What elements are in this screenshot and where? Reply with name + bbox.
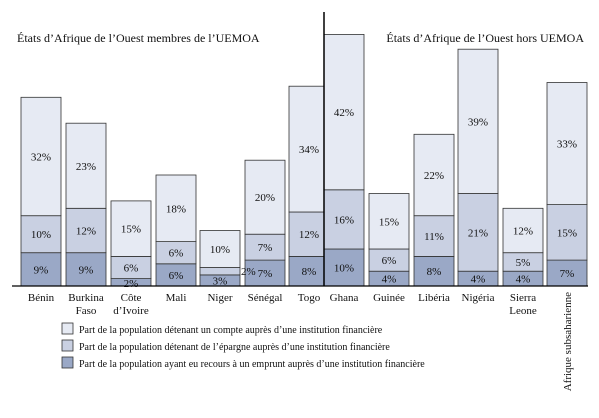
legend-swatch-s2 bbox=[61, 322, 74, 335]
bar-segment-benin-s2 bbox=[20, 96, 62, 217]
bar-segment-ghana-s2 bbox=[323, 34, 365, 191]
legend-label-s2: Part de la population détenant un compte… bbox=[79, 325, 383, 336]
data-label-benin-s0: 9% bbox=[34, 264, 49, 276]
category-label-afrique-subsaharienne: Afrique subsaharienne bbox=[562, 292, 574, 391]
data-label-benin-s2: 32% bbox=[31, 152, 51, 164]
data-label-mali-s0: 6% bbox=[169, 270, 184, 282]
data-label-nigeria-s1: 21% bbox=[468, 227, 488, 239]
group-title-uemoa: États d’Afrique de l’Ouest membres de l’… bbox=[17, 31, 260, 45]
bar-segment-burkina-faso-s2 bbox=[65, 122, 107, 209]
bar-segment-ghana-s1 bbox=[323, 189, 365, 250]
bar-segment-guinee-s2 bbox=[368, 193, 410, 250]
category-label-sierra-leone-line2: Leone bbox=[509, 305, 537, 317]
data-label-sierra-leone-s2: 12% bbox=[513, 226, 533, 238]
legend-swatch-s0 bbox=[61, 356, 74, 369]
category-label-benin: Bénin bbox=[28, 292, 55, 304]
bar-segment-afrique-subsaharienne-s0 bbox=[546, 259, 588, 287]
data-label-togo-s0: 8% bbox=[302, 266, 317, 278]
bar-segment-ghana-s0 bbox=[323, 248, 365, 287]
data-label-afrique-subsaharienne-s0: 7% bbox=[560, 268, 575, 280]
bar-segment-nigeria-s1 bbox=[457, 193, 499, 272]
bar-segment-benin-s1 bbox=[20, 215, 62, 254]
data-label-guinee-s2: 15% bbox=[379, 216, 399, 228]
bar-segment-sierra-leone-s2 bbox=[502, 207, 544, 254]
data-label-nigeria-s0: 4% bbox=[471, 274, 486, 286]
data-label-senegal-s2: 20% bbox=[255, 192, 275, 204]
data-label-burkina-faso-s2: 23% bbox=[76, 161, 96, 173]
data-label-togo-s2: 34% bbox=[299, 144, 319, 156]
category-label-cote-d-ivoire-line2: d’Ivoire bbox=[113, 305, 149, 317]
data-label-burkina-faso-s0: 9% bbox=[79, 264, 94, 276]
bar-segment-liberia-s2 bbox=[413, 133, 455, 217]
data-label-cote-d-ivoire-s0: 2% bbox=[124, 278, 139, 290]
bar-segment-afrique-subsaharienne-s2 bbox=[546, 82, 588, 205]
data-label-liberia-s1: 11% bbox=[424, 231, 444, 243]
data-label-togo-s1: 12% bbox=[299, 229, 319, 241]
data-label-ghana-s2: 42% bbox=[334, 107, 354, 119]
data-label-sierra-leone-s1: 5% bbox=[516, 257, 531, 269]
data-label-ghana-s1: 16% bbox=[334, 214, 354, 226]
bar-segment-senegal-s0 bbox=[244, 259, 286, 287]
data-label-niger-s0: 3% bbox=[213, 275, 228, 287]
bar-segment-senegal-s1 bbox=[244, 233, 286, 261]
bar-segment-afrique-subsaharienne-s1 bbox=[546, 204, 588, 261]
data-label-guinee-s0: 4% bbox=[382, 274, 397, 286]
category-label-togo: Togo bbox=[298, 292, 321, 304]
legend: Part de la population détenant un compte… bbox=[61, 322, 425, 370]
data-label-nigeria-s2: 39% bbox=[468, 116, 488, 128]
group-title-hors-uemoa: États d’Afrique de l’Ouest hors UEMOA bbox=[386, 31, 584, 45]
bar-segment-nigeria-s2 bbox=[457, 48, 499, 194]
category-label-burkina-faso: Burkina bbox=[68, 292, 104, 304]
bar-segment-niger-s2 bbox=[199, 230, 241, 268]
data-label-afrique-subsaharienne-s2: 33% bbox=[557, 139, 577, 151]
bar-segment-burkina-faso-s1 bbox=[65, 207, 107, 254]
data-label-guinee-s1: 6% bbox=[382, 255, 397, 267]
data-label-mali-s2: 18% bbox=[166, 203, 186, 215]
category-label-mali: Mali bbox=[166, 292, 187, 304]
category-label-guinee: Guinée bbox=[373, 292, 405, 304]
data-label-liberia-s2: 22% bbox=[424, 170, 444, 182]
data-label-burkina-faso-s1: 12% bbox=[76, 226, 96, 238]
category-label-senegal: Sénégal bbox=[248, 292, 283, 304]
data-label-sierra-leone-s0: 4% bbox=[516, 274, 531, 286]
data-label-senegal-s0: 7% bbox=[258, 268, 273, 280]
category-label-cote-d-ivoire: Côte bbox=[121, 292, 142, 304]
data-label-mali-s1: 6% bbox=[169, 248, 184, 260]
legend-label-s1: Part de la population détenant de l’épar… bbox=[79, 342, 390, 353]
bars-layer bbox=[20, 34, 588, 287]
legend-label-s0: Part de la population ayant eu recours à… bbox=[79, 359, 425, 370]
legend-swatch-s1 bbox=[61, 339, 74, 352]
category-label-sierra-leone: Sierra bbox=[510, 292, 536, 304]
bar-segment-senegal-s2 bbox=[244, 159, 286, 235]
category-label-niger: Niger bbox=[207, 292, 232, 304]
category-label-liberia: Libéria bbox=[418, 292, 450, 304]
data-label-senegal-s1: 7% bbox=[258, 242, 273, 254]
bar-segment-togo-s2 bbox=[288, 85, 330, 213]
bar-segment-cote-d-ivoire-s2 bbox=[110, 200, 152, 257]
data-label-cote-d-ivoire-s1: 6% bbox=[124, 263, 139, 275]
bar-segment-benin-s0 bbox=[20, 252, 62, 287]
category-label-nigeria: Nigéria bbox=[462, 292, 495, 304]
data-label-cote-d-ivoire-s2: 15% bbox=[121, 224, 141, 236]
data-label-ghana-s0: 10% bbox=[334, 263, 354, 275]
data-label-afrique-subsaharienne-s1: 15% bbox=[557, 227, 577, 239]
data-label-niger-s1: 2% bbox=[241, 266, 256, 278]
bar-segment-burkina-faso-s0 bbox=[65, 252, 107, 287]
bar-segment-niger-s1 bbox=[199, 267, 241, 276]
data-label-niger-s2: 10% bbox=[210, 244, 230, 256]
category-label-ghana: Ghana bbox=[330, 292, 359, 304]
data-label-benin-s1: 10% bbox=[31, 229, 51, 241]
data-label-liberia-s0: 8% bbox=[427, 266, 442, 278]
category-label-burkina-faso-line2: Faso bbox=[76, 305, 97, 317]
bar-segment-mali-s2 bbox=[155, 174, 197, 242]
